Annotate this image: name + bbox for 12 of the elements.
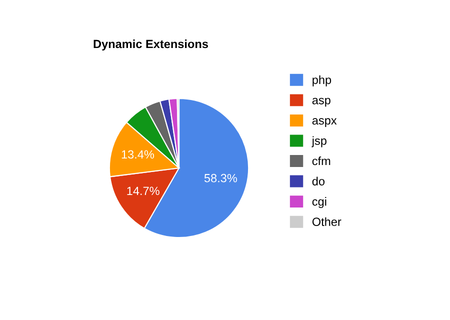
chart-title: Dynamic Extensions xyxy=(94,40,208,51)
legend-label: php xyxy=(312,75,332,86)
legend-label: aspx xyxy=(312,118,337,127)
legend-label: asp xyxy=(312,98,330,107)
legend-label: do xyxy=(312,176,325,186)
legend-label: cgi xyxy=(312,197,326,208)
data-label: 13.4% xyxy=(122,150,154,159)
data-label: 14.7% xyxy=(127,186,160,196)
legend-label: jsp xyxy=(312,136,326,148)
legend-label: cfm xyxy=(312,156,330,166)
data-label: 58.3% xyxy=(204,174,238,182)
legend-label: Other xyxy=(312,217,342,226)
